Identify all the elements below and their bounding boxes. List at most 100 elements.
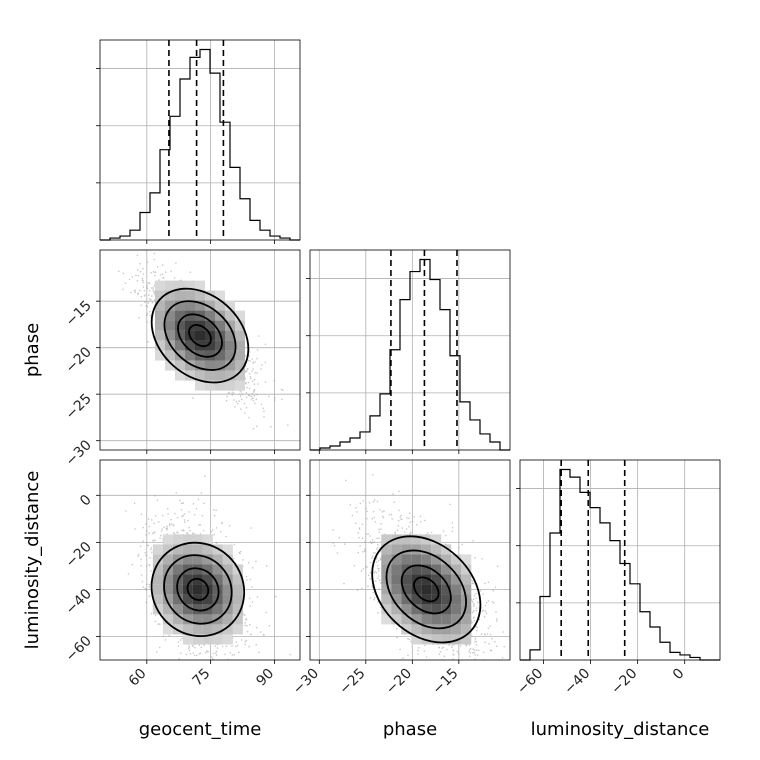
density-cell bbox=[192, 584, 203, 595]
density-cell bbox=[441, 544, 452, 555]
density-cell bbox=[225, 340, 235, 351]
density-cell bbox=[172, 564, 183, 575]
density-cell bbox=[155, 310, 165, 321]
density-cell bbox=[165, 300, 175, 311]
density-cell bbox=[421, 584, 432, 595]
density-cell bbox=[185, 360, 195, 371]
x-tick-label-luminosity-distance: −20 bbox=[608, 666, 640, 698]
panel-frame bbox=[309, 249, 511, 451]
density-cell bbox=[162, 544, 173, 555]
density-cell bbox=[162, 584, 173, 595]
density-cell bbox=[391, 564, 402, 575]
density-cell bbox=[182, 614, 193, 625]
density-cell bbox=[381, 584, 392, 595]
density-cell bbox=[411, 614, 422, 625]
density-cell bbox=[235, 340, 245, 351]
density-cell bbox=[451, 554, 462, 565]
density-cell bbox=[391, 534, 402, 545]
density-cell bbox=[185, 300, 195, 311]
density-cell bbox=[215, 300, 225, 311]
density-cell bbox=[451, 634, 462, 645]
density-cell bbox=[222, 634, 233, 645]
density-cell bbox=[421, 614, 432, 625]
density-cell bbox=[195, 380, 205, 391]
x-axis-label-phase: phase bbox=[383, 719, 437, 740]
density-cell bbox=[411, 544, 422, 555]
x-tick-label-phase: −25 bbox=[336, 666, 368, 698]
density-cell bbox=[212, 604, 223, 615]
density-cell bbox=[401, 544, 412, 555]
density-cell bbox=[162, 604, 173, 615]
density-cell bbox=[162, 574, 173, 585]
density-cell bbox=[391, 554, 402, 565]
contour-level-4 bbox=[188, 324, 212, 348]
density-cell bbox=[152, 564, 163, 575]
density-cell bbox=[205, 350, 215, 361]
density-cell bbox=[232, 624, 243, 635]
density-cell bbox=[381, 614, 392, 625]
density-cell bbox=[202, 534, 213, 545]
density-cell bbox=[205, 310, 215, 321]
y-tick-label-phase: −15 bbox=[63, 298, 95, 330]
density-cell bbox=[421, 624, 432, 635]
density-cell bbox=[205, 290, 215, 301]
density-cell bbox=[401, 604, 412, 615]
density-cell bbox=[155, 300, 165, 311]
density-cell bbox=[155, 290, 165, 301]
density-cell bbox=[152, 544, 163, 555]
density-cell bbox=[411, 554, 422, 565]
density-cell bbox=[155, 280, 165, 291]
density-cell bbox=[202, 554, 213, 565]
density-cell bbox=[411, 604, 422, 615]
histogram-step-phase bbox=[310, 258, 510, 451]
density-cell bbox=[165, 350, 175, 361]
density-cell bbox=[155, 340, 165, 351]
density-cell bbox=[401, 574, 412, 585]
density-content bbox=[100, 250, 300, 450]
density-cell bbox=[222, 624, 233, 635]
density-cell bbox=[411, 594, 422, 605]
density-cell bbox=[202, 574, 213, 585]
density-cell bbox=[461, 634, 472, 645]
density-cell bbox=[232, 614, 243, 625]
density-cell bbox=[172, 614, 183, 625]
density-cell bbox=[175, 290, 185, 301]
density-cell bbox=[421, 604, 432, 615]
density-cell bbox=[205, 340, 215, 351]
density-cell bbox=[222, 614, 233, 625]
density-cell bbox=[401, 534, 412, 545]
density-cell bbox=[222, 574, 233, 585]
contour-level-1 bbox=[150, 287, 250, 384]
density-cell bbox=[162, 614, 173, 625]
density-cell bbox=[202, 544, 213, 555]
density-cell bbox=[182, 544, 193, 555]
density-cell bbox=[185, 310, 195, 321]
density-cell bbox=[165, 310, 175, 321]
density-cell bbox=[192, 614, 203, 625]
density-content bbox=[310, 460, 510, 660]
density-cell bbox=[431, 544, 442, 555]
y-tick-label-luminosity-distance: −60 bbox=[63, 633, 95, 665]
density-cell bbox=[192, 534, 203, 545]
y-tick-label-phase: −25 bbox=[63, 391, 95, 423]
density-panel-geocent-time-phase bbox=[99, 249, 301, 451]
density-cell bbox=[212, 574, 223, 585]
density-cell bbox=[232, 604, 243, 615]
density-cell bbox=[205, 370, 215, 381]
contour-level-2 bbox=[163, 554, 233, 625]
density-cell bbox=[185, 340, 195, 351]
panel-frame bbox=[519, 459, 721, 661]
density-cell bbox=[182, 594, 193, 605]
density-cell bbox=[215, 360, 225, 371]
panel-frame bbox=[99, 39, 301, 241]
density-cell bbox=[235, 330, 245, 341]
density-cell bbox=[461, 554, 472, 565]
density-cell bbox=[212, 624, 223, 635]
density-cell bbox=[441, 624, 452, 635]
density-cell bbox=[461, 624, 472, 635]
density-cell bbox=[175, 300, 185, 311]
density-cell bbox=[155, 350, 165, 361]
density-cell bbox=[172, 604, 183, 615]
x-tick-label-phase: −30 bbox=[290, 666, 322, 698]
density-cell bbox=[182, 604, 193, 615]
